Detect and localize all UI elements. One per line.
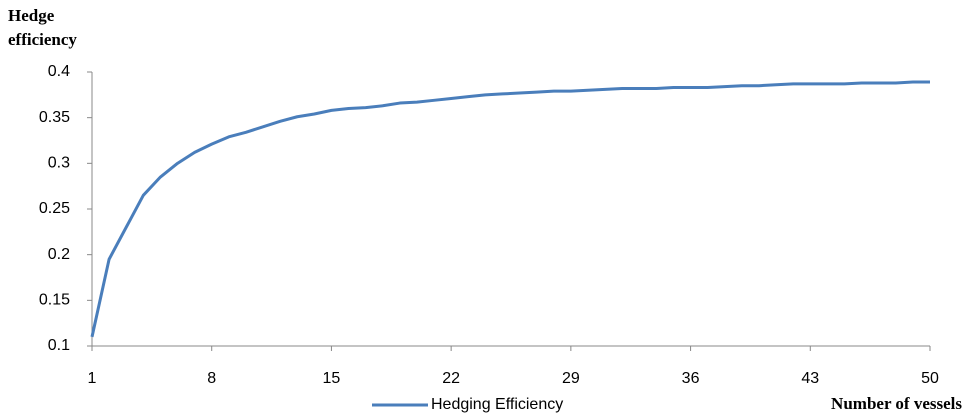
x-tick-label: 15 <box>323 370 341 387</box>
y-tick-label: 0.25 <box>39 200 70 217</box>
y-tick-label: 0.2 <box>48 246 70 263</box>
x-tick-label: 8 <box>207 370 216 387</box>
x-axis-title: Number of vessels <box>831 394 962 413</box>
x-tick-label: 1 <box>88 370 97 387</box>
y-tick-label: 0.35 <box>39 109 70 126</box>
data-line <box>90 80 930 338</box>
x-tick-label: 29 <box>562 370 580 387</box>
x-tick-label: 22 <box>442 370 460 387</box>
y-tick-label: 0.3 <box>48 155 70 172</box>
x-tick-label: 36 <box>682 370 700 387</box>
legend-label: Hedging Efficiency <box>431 396 563 413</box>
y-tick-label: 0.1 <box>48 337 70 354</box>
x-tick-label: 50 <box>921 370 939 387</box>
y-tick-label: 0.4 <box>48 63 70 80</box>
y-axis-title: Hedge efficiency <box>8 6 77 49</box>
y-tick-label: 0.15 <box>39 292 70 309</box>
x-tick-label: 43 <box>801 370 819 387</box>
